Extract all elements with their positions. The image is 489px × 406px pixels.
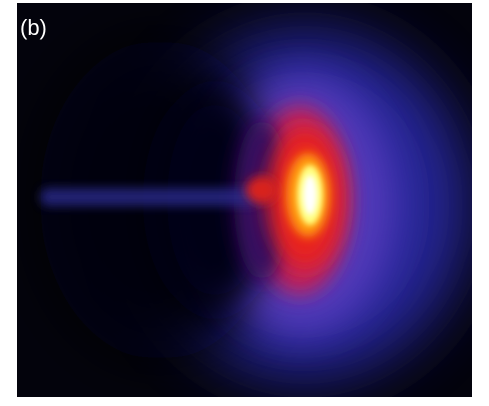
panel-label: (b) xyxy=(20,15,47,40)
page: (b) (() => { const data = JSON.parse(doc… xyxy=(0,0,489,406)
figure: (b) xyxy=(0,0,489,406)
image xyxy=(17,3,472,397)
